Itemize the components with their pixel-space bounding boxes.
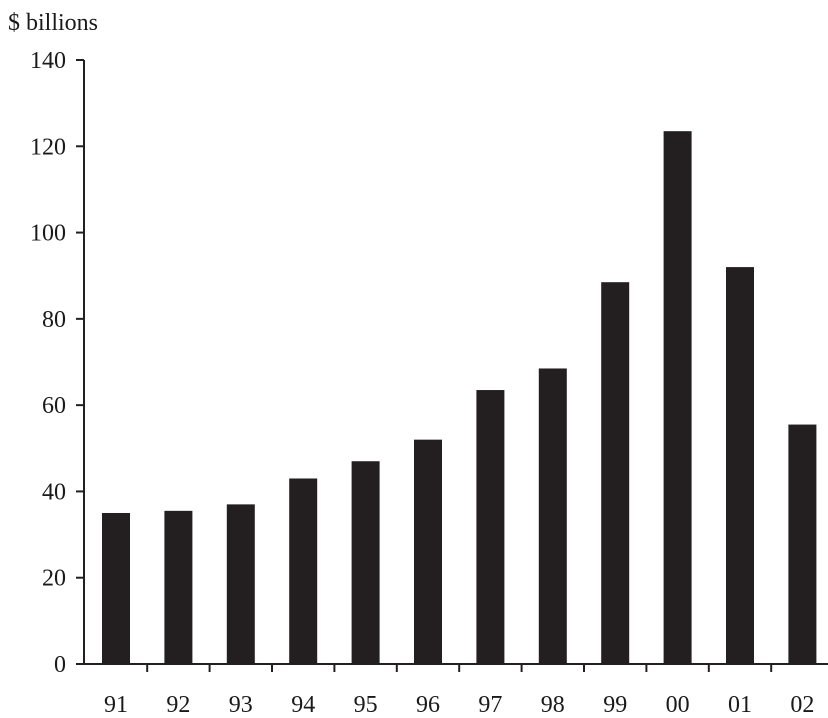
x-tick-label: 02: [790, 692, 814, 718]
x-tick-label: 97: [478, 692, 502, 718]
bar-93: [226, 504, 255, 664]
bars: [102, 131, 817, 664]
x-tick-label: 99: [603, 692, 627, 718]
x-tick-label: 93: [229, 692, 253, 718]
y-tick-label: 120: [30, 134, 66, 160]
x-tick-label: 95: [354, 692, 378, 718]
x-tick-label: 96: [416, 692, 440, 718]
x-tick-label: 01: [728, 692, 752, 718]
x-axis: 91 92 93 94 95 96 97 98 99 00 01 02: [84, 663, 828, 718]
x-tick-label: 94: [291, 692, 315, 718]
bar-94: [289, 478, 318, 664]
bar-99: [601, 282, 630, 664]
y-tick-label: 140: [30, 48, 66, 74]
y-axis-unit-label: $ billions: [8, 10, 98, 36]
y-tick-label: 100: [30, 221, 66, 247]
y-axis: 0 20 40 60 80 100 120 140: [30, 48, 85, 678]
y-tick-label: 0: [54, 652, 66, 678]
bar-02: [788, 424, 817, 664]
bar-95: [351, 461, 380, 664]
x-tick-label: 92: [166, 692, 190, 718]
bar-98: [538, 368, 567, 664]
y-tick-label: 20: [42, 566, 66, 592]
bar-97: [476, 390, 505, 664]
y-tick-label: 40: [42, 479, 66, 505]
bar-92: [164, 510, 193, 664]
bar-01: [726, 267, 754, 664]
y-tick-label: 80: [42, 307, 66, 333]
x-tick-label: 91: [104, 692, 128, 718]
bar-00: [663, 131, 692, 664]
x-tick-label: 00: [666, 692, 690, 718]
x-tick-label: 98: [541, 692, 565, 718]
bar-91: [102, 513, 130, 664]
y-tick-label: 60: [42, 393, 66, 419]
bar-96: [414, 439, 442, 664]
